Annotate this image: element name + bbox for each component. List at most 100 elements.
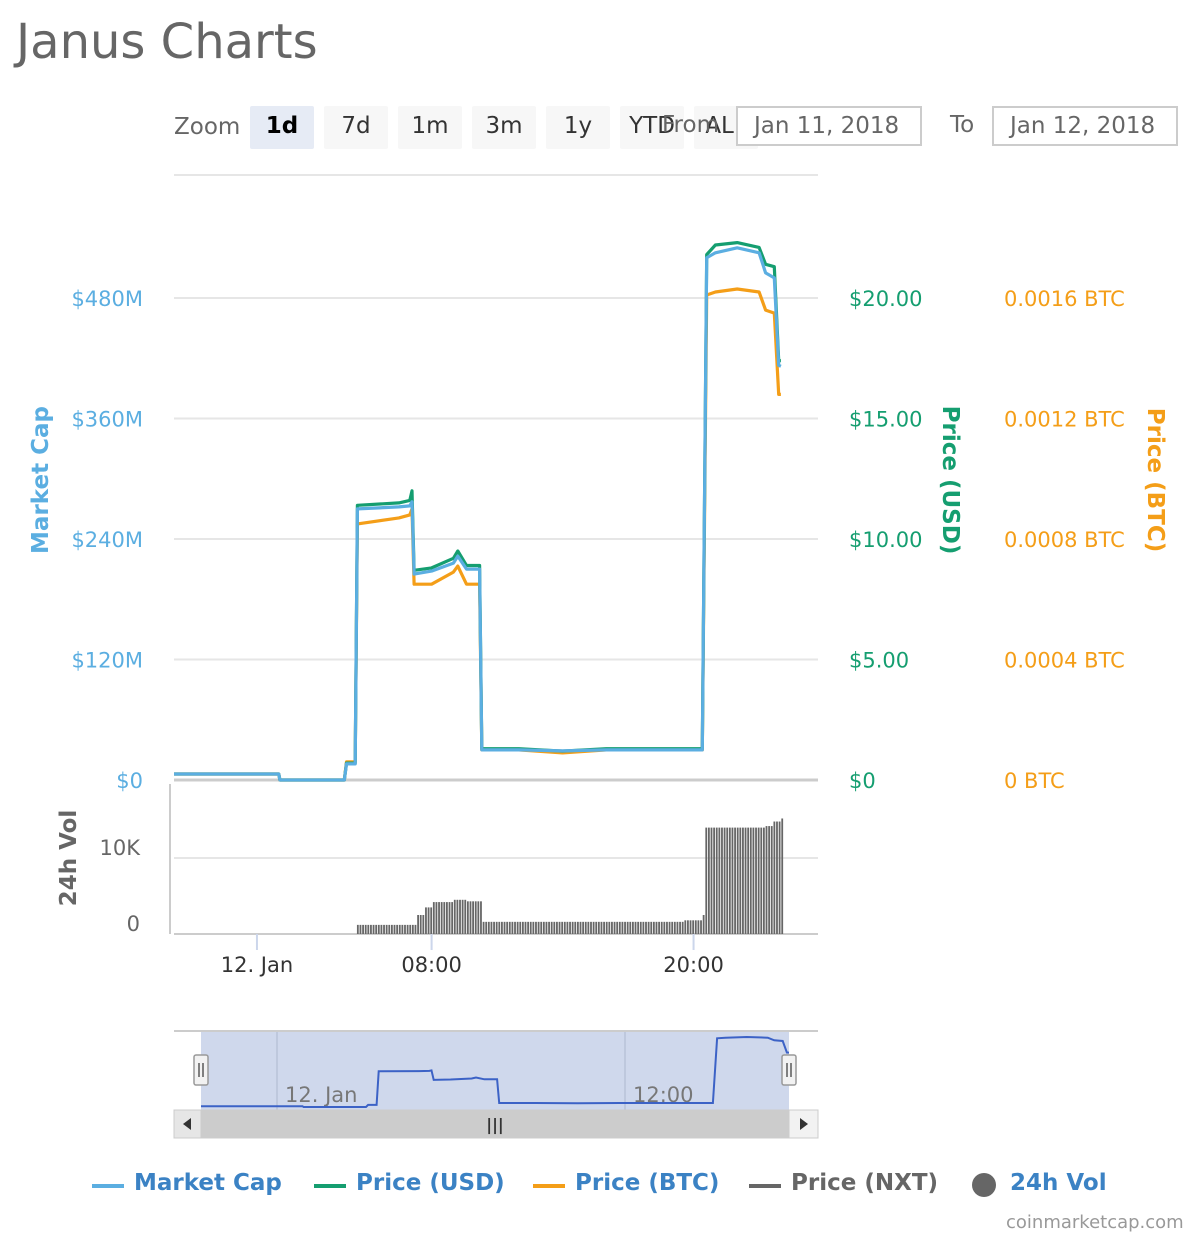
volume-bar [776,821,778,934]
navigator-handle-left[interactable] [193,1054,209,1086]
legend-symbol [92,1184,124,1188]
navigator-selected-range[interactable] [201,1032,789,1110]
volume-bar [548,921,550,934]
axis-tick-price-btc: 0.0004 BTC [1004,649,1125,673]
zoom-label: Zoom [174,114,241,140]
volume-bar [453,899,456,934]
volume-bar [629,921,632,934]
volume-bar [621,921,624,934]
volume-bar [469,901,472,934]
volume-bar [726,827,729,934]
range-to-input[interactable]: Jan 12, 2018 [992,106,1178,146]
volume-bar [642,921,645,934]
volume-bar [597,921,600,934]
axis-tick-price-usd: $5.00 [849,649,909,673]
volume-bar [511,921,514,934]
arrow-right-icon[interactable] [800,1118,808,1130]
credits-link[interactable]: coinmarketcap.com [1006,1212,1184,1233]
volume-bar [715,827,718,934]
legend-symbol [533,1184,565,1188]
zoom-button-3m[interactable]: 3m [472,106,536,149]
axis-tick-volume: 0 [127,912,140,936]
volume-bar [736,827,739,934]
volume-bar [655,921,658,934]
x-tick-label: 20:00 [663,953,724,977]
volume-bar [542,921,545,934]
volume-bar [409,924,412,934]
volume-bar [660,921,663,934]
legend-symbol [972,1173,996,1197]
volume-bar [650,921,653,934]
volume-bar [451,902,454,934]
zoom-button-7d[interactable]: 7d [324,106,388,149]
volume-bar [398,924,401,934]
legend-label: Price (BTC) [575,1170,720,1196]
series-line-market-cap [174,246,782,782]
zoom-button-1y[interactable]: 1y [546,106,610,149]
volume-bar [550,921,553,934]
axis-tick-price-btc: 0.0016 BTC [1004,287,1125,311]
volume-bar [422,915,425,934]
volume-bar [493,921,495,934]
arrow-left-icon[interactable] [183,1118,191,1130]
volume-bar [448,902,451,934]
volume-bar [749,827,752,934]
volume-bar [456,899,459,934]
volume-bar [626,921,629,934]
volume-bar [432,902,435,934]
scrollbar-grip-icon[interactable]: ||| [486,1115,504,1135]
volume-bar [566,921,569,934]
volume-bar [553,921,556,934]
volume-bar [537,921,540,934]
zoom-button-1d[interactable]: 1d [250,106,314,149]
volume-bar [524,921,527,934]
volume-bar [472,901,475,934]
scrollbar-thumb[interactable] [201,1110,789,1138]
volume-bar [592,921,595,934]
volume-bar [668,921,671,934]
volume-bar [388,924,391,934]
axis-title-price-btc: Price (BTC) [1142,408,1168,552]
volume-bar [710,827,713,934]
range-from-input[interactable]: Jan 11, 2018 [736,106,922,146]
volume-bar [721,827,723,934]
navigator-tick-label: 12. Jan [285,1083,357,1107]
volume-bar [757,827,760,934]
volume-bar [440,902,443,934]
volume-bar [367,924,370,934]
volume-bar [574,921,577,934]
axis-tick-price-btc: 0.0012 BTC [1004,408,1125,432]
volume-bar [755,827,757,934]
zoom-button-ytd[interactable]: YTD [620,106,684,149]
volume-bar [739,827,742,934]
volume-bar [613,921,616,934]
volume-bar [671,921,674,934]
volume-bar [734,827,736,934]
volume-bar [461,899,464,934]
zoom-button-1m[interactable]: 1m [398,106,462,149]
volume-bar [673,921,676,934]
volume-bar [419,915,422,934]
volume-bar [608,921,611,934]
volume-bar [778,821,781,934]
volume-bar [430,907,433,934]
axis-title-price-usd: Price (USD) [937,406,963,555]
axis-tick-price-usd: $20.00 [849,287,922,311]
volume-bar [605,921,608,934]
navigator-handle-right[interactable] [781,1054,797,1086]
volume-bar [694,920,697,934]
volume-bar [773,821,776,934]
volume-bar [396,924,399,934]
volume-bar [742,827,744,934]
volume-bar [576,921,579,934]
price-chart[interactable]: $0 $120M $240M $360M $480M $0 $5.00 $10.00 $15.0… [0,0,1200,1160]
volume-bar [624,921,626,934]
axis-tick-price-usd: $15.00 [849,408,922,432]
volume-bar [521,921,524,934]
volume-bar [411,924,414,934]
volume-bar [587,921,590,934]
volume-bar [728,827,731,934]
volume-bar [393,924,396,934]
axis-tick-market-cap: $480M [71,287,143,311]
volume-bar [404,924,406,934]
